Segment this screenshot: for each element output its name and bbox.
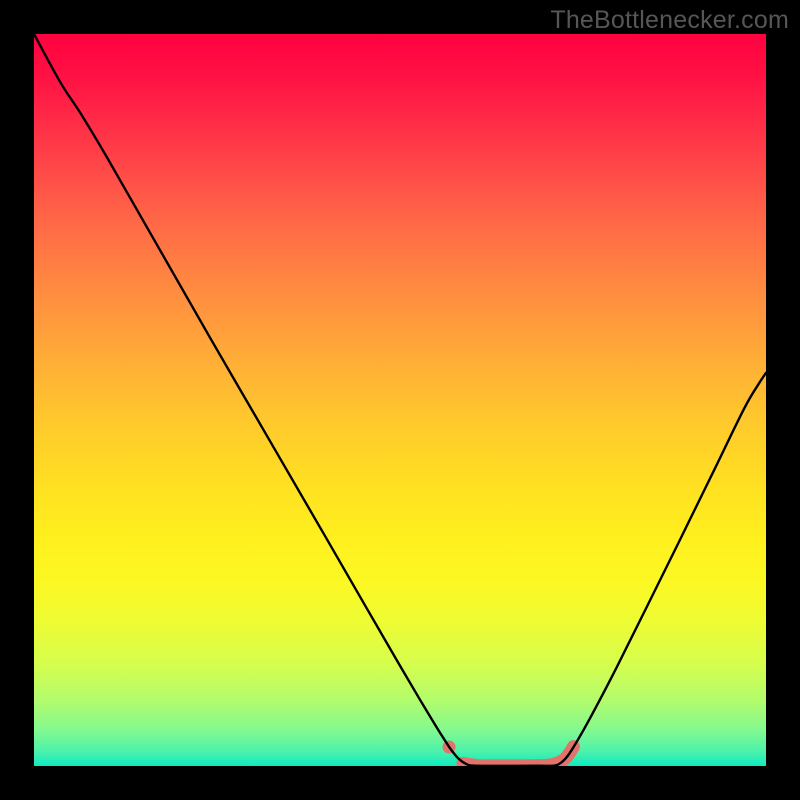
marker-segment bbox=[463, 747, 574, 766]
watermark-text: TheBottlenecker.com bbox=[550, 6, 789, 35]
plot-frame bbox=[34, 34, 766, 766]
chart-stage: TheBottlenecker.com bbox=[0, 0, 800, 800]
bottleneck-curve bbox=[34, 34, 766, 766]
plot-svg bbox=[34, 34, 766, 766]
